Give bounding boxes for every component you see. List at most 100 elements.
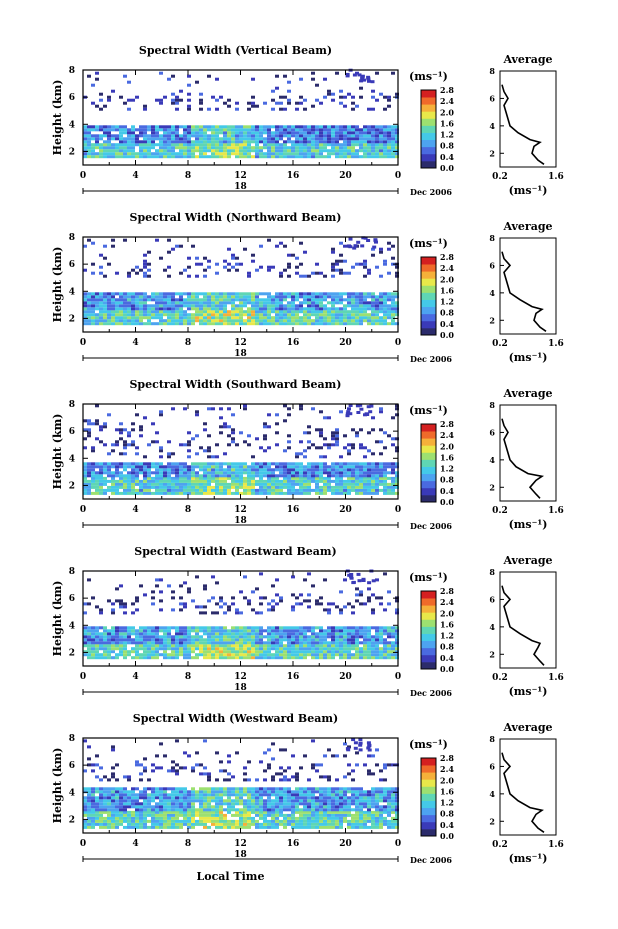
heatmap-cell [391, 298, 395, 302]
heatmap-cell [195, 482, 199, 486]
heatmap-cell [183, 650, 187, 654]
heatmap-cell [279, 474, 283, 478]
heatmap-cell [199, 819, 203, 823]
heatmap-cell [187, 313, 191, 317]
heatmap-cell [287, 140, 291, 144]
heatmap-cell [87, 810, 91, 814]
heatmap-cell [195, 641, 199, 645]
heatmap-cell [151, 152, 155, 156]
heatmap-cell [371, 155, 375, 159]
heatmap-cell [155, 647, 159, 651]
heatmap-cell [355, 155, 359, 159]
heatmap-cell [383, 641, 387, 645]
heatmap-cell [259, 152, 263, 156]
heatmap-cell [359, 316, 363, 320]
heatmap-cell [235, 626, 239, 630]
heatmap-cell [303, 476, 307, 480]
heatmap-cell [223, 265, 227, 269]
heatmap-cell [183, 819, 187, 823]
heatmap-cell [95, 482, 99, 486]
heatmap-cell [339, 101, 343, 105]
heatmap-cell [119, 605, 123, 609]
heatmap-cell [383, 479, 387, 483]
heatmap-cell [199, 629, 203, 633]
heatmap-cell [315, 134, 319, 138]
heatmap-cell [323, 462, 327, 466]
heatmap-cell [207, 805, 211, 809]
heatmap-cell [275, 462, 279, 466]
heatmap-cell [275, 301, 279, 305]
heatmap-cell [83, 476, 87, 480]
heatmap-cell [391, 482, 395, 486]
heatmap-cell [179, 641, 183, 645]
heatmap-cell [387, 632, 391, 636]
heatmap-cell [303, 301, 307, 305]
heatmap-cell [187, 491, 191, 495]
heatmap-cell [361, 579, 366, 582]
heatmap-cell [291, 482, 295, 486]
heatmap-cell [167, 819, 171, 823]
heatmap-cell [367, 471, 371, 475]
heatmap-cell [203, 629, 207, 633]
heatmap-cell [143, 310, 147, 314]
heatmap-cell [351, 152, 355, 156]
heatmap-cell [131, 140, 135, 144]
heatmap-cell [375, 641, 379, 645]
heatmap-cell [307, 822, 311, 826]
heatmap-cell [83, 810, 87, 814]
panel-5: Spectral Width (Westward Beam)2468Height… [51, 712, 564, 865]
heatmap-cell [171, 304, 175, 308]
heatmap-cell [163, 125, 167, 129]
heatmap-cell [127, 638, 131, 642]
heatmap-cell [335, 443, 339, 447]
heatmap-cell [163, 95, 167, 99]
heatmap-cell [259, 825, 263, 829]
heatmap-cell [111, 629, 115, 633]
heatmap-cell [175, 819, 179, 823]
heatmap-cell [345, 74, 350, 78]
heatmap-cell [143, 593, 147, 597]
heatmap-cell [191, 152, 195, 156]
heatmap-cell [243, 407, 247, 411]
heatmap-cell [375, 635, 379, 639]
heatmap-cell [299, 310, 303, 314]
heatmap-cell [103, 304, 107, 308]
heatmap-cell [227, 131, 231, 135]
heatmap-cell [91, 468, 95, 472]
heatmap-cell [147, 146, 151, 150]
heatmap-cell [247, 468, 251, 472]
heatmap-cell [275, 476, 279, 480]
heatmap-cell [391, 313, 395, 317]
heatmap-cell [323, 310, 327, 314]
heatmap-cell [207, 825, 211, 829]
heatmap-cell [167, 77, 171, 81]
heatmap-cell [383, 155, 387, 159]
heatmap-cell [295, 482, 299, 486]
heatmap-cell [83, 437, 87, 441]
heatmap-cell [263, 146, 267, 150]
heatmap-cell [123, 632, 127, 636]
heatmap-cell [163, 319, 167, 323]
heatmap-cell [247, 295, 251, 299]
heatmap-cell [263, 462, 267, 466]
heatmap-cell [139, 822, 143, 826]
heatmap-cell [199, 322, 203, 326]
heatmap-cell [299, 407, 303, 411]
heatmap-cell [191, 626, 195, 630]
heatmap-cell [163, 626, 167, 630]
heatmap-cell [319, 629, 323, 633]
heatmap-cell [119, 128, 123, 132]
heatmap-cell [195, 134, 199, 138]
heatmap-cell [95, 816, 99, 820]
y-tick-label: 8 [69, 66, 75, 76]
heatmap-cell [147, 262, 151, 266]
heatmap-cell [295, 292, 299, 296]
heatmap-cell [271, 808, 275, 812]
heatmap-cell [179, 468, 183, 472]
heatmap-cell [311, 488, 315, 492]
heatmap-cell [115, 599, 119, 603]
heatmap-cell [323, 476, 327, 480]
heatmap-cell [299, 816, 303, 820]
heatmap-cell [83, 805, 87, 809]
heatmap-cell [335, 805, 339, 809]
